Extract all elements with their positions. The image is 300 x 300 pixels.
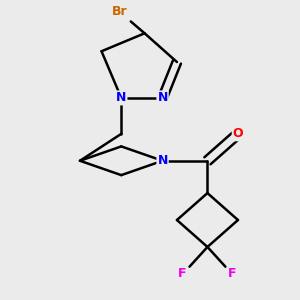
Text: N: N (158, 154, 168, 167)
Text: N: N (116, 92, 127, 104)
Text: F: F (178, 267, 187, 280)
Text: F: F (228, 267, 237, 280)
Text: Br: Br (112, 5, 127, 18)
Text: N: N (158, 92, 168, 104)
Text: O: O (233, 127, 243, 140)
